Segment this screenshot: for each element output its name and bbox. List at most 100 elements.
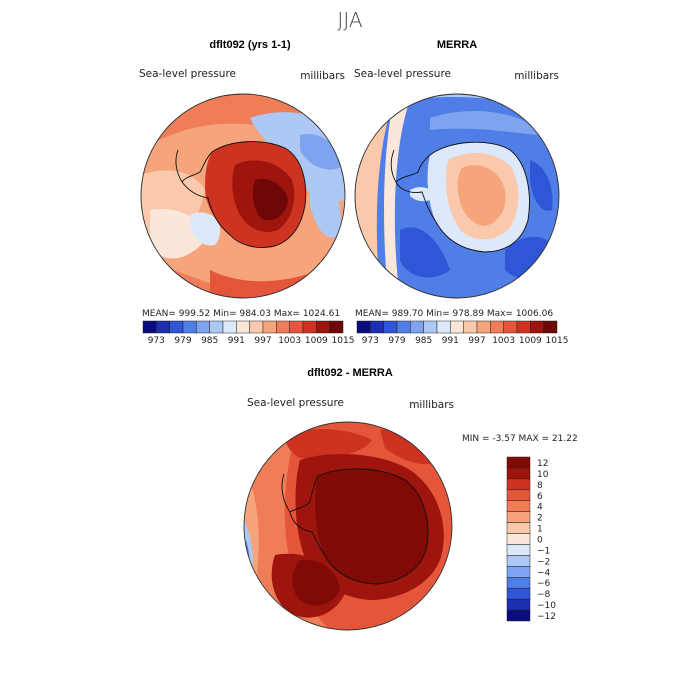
colorbar-swatch (503, 320, 518, 334)
colorbar-swatch (506, 609, 531, 622)
panel-model: dflt092 (yrs 1-1) Sea-level pressure mil… (139, 39, 354, 346)
panel-obs-colorbar: 973 979 985 991 997 1003 1009 1015 (356, 320, 569, 346)
season-title: JJA (337, 8, 362, 32)
panel-diff-units: millibars (409, 399, 454, 411)
colorbar-tick-label: −4 (537, 568, 551, 578)
colorbar-tick-label: 985 (415, 336, 432, 346)
field-antarctic-high (457, 165, 506, 226)
colorbar-tick-label: −1 (537, 546, 550, 556)
field-east-blue-deep (300, 134, 345, 170)
colorbar-swatch (506, 555, 531, 567)
colorbar-swatch (209, 320, 224, 334)
colorbar-swatch (506, 522, 531, 534)
colorbar-swatch (196, 320, 210, 334)
field-north-band (430, 111, 545, 135)
colorbar-swatch (543, 320, 558, 334)
colorbar-swatch (530, 320, 544, 334)
colorbar-tick-label: −2 (537, 557, 550, 567)
colorbar-tick-label: 973 (148, 336, 165, 346)
panel-obs-units: millibars (514, 70, 559, 82)
colorbar-swatch (450, 320, 464, 334)
colorbar-swatch (506, 598, 531, 611)
colorbar-tick-label: 985 (201, 336, 218, 346)
field-south-west-low (400, 227, 450, 278)
colorbar-swatch (506, 467, 531, 480)
colorbar-tick-label: −6 (537, 579, 551, 589)
panel-model-units: millibars (300, 70, 345, 82)
colorbar-swatch (506, 577, 531, 589)
field-east-low (530, 160, 553, 211)
panel-diff-stats: MIN = -3.57 MAX = 21.22 (462, 434, 578, 444)
peninsula-outline (390, 149, 397, 183)
antarctica-coastline (395, 141, 530, 253)
colorbar-swatch (463, 320, 478, 334)
colorbar-swatch (506, 566, 531, 578)
panel-obs-map (355, 94, 559, 298)
colorbar-swatch (506, 500, 531, 512)
field-east-blue-2 (310, 170, 341, 238)
colorbar-swatch (490, 320, 504, 334)
colorbar-tick-label: 10 (537, 470, 549, 480)
colorbar-swatch (236, 320, 250, 334)
field-west-orange (244, 422, 330, 630)
colorbar-swatch (262, 320, 277, 334)
colorbar-tick-label: 1015 (546, 336, 569, 346)
colorbar-swatch (506, 489, 531, 501)
colorbar-tick-label: 4 (537, 503, 543, 513)
panel-diff-map (244, 422, 452, 630)
colorbar-tick-label: 12 (537, 459, 548, 469)
field-west-pale (384, 94, 410, 298)
field-north-red (285, 428, 372, 459)
colorbar-swatch (356, 320, 371, 334)
colorbar-tick-label: 2 (537, 514, 543, 524)
panel-obs: MERRA Sea-level pressure millibars MEAN=… (354, 39, 568, 346)
colorbar-swatch (222, 320, 237, 334)
antarctica-coastline (289, 468, 429, 585)
panel-diff-title: dflt092 - MERRA (307, 367, 393, 379)
colorbar-tick-label: 0 (537, 536, 543, 546)
colorbar-tick-label: 6 (537, 492, 543, 502)
field-antarctic-core (252, 178, 288, 221)
colorbar-tick-label: 979 (388, 336, 405, 346)
panel-obs-variable: Sea-level pressure (354, 68, 451, 80)
panel-obs-border (354, 93, 560, 299)
colorbar-tick-label: 991 (228, 336, 245, 346)
colorbar-swatch (142, 320, 157, 334)
colorbar-tick-label: 8 (537, 481, 543, 491)
colorbar-swatch (329, 320, 344, 334)
colorbar-tick-label: 1015 (332, 336, 355, 346)
antarctica-coastline (181, 141, 307, 248)
colorbar-swatch (276, 320, 290, 334)
panel-diff-variable: Sea-level pressure (247, 397, 344, 409)
colorbar-swatch (302, 320, 317, 334)
colorbar-swatch (436, 320, 451, 334)
colorbar-tick-label: 991 (442, 336, 459, 346)
colorbar-tick-label: 1003 (492, 336, 515, 346)
panel-diff: dflt092 - MERRA Sea-level pressure milli… (243, 367, 578, 631)
panel-diff-border (243, 421, 453, 631)
colorbar-swatch (383, 320, 398, 334)
colorbar-swatch (169, 320, 184, 334)
colorbar-tick-label: 1003 (278, 336, 301, 346)
field-antarctic-core (315, 468, 429, 584)
colorbar-swatch (370, 320, 384, 334)
peninsula-outline (175, 149, 183, 183)
peninsula-outline (281, 473, 291, 513)
colorbar-tick-label: 1009 (519, 336, 542, 346)
panel-model-variable: Sea-level pressure (139, 68, 236, 80)
panel-obs-title: MERRA (437, 39, 477, 51)
colorbar-swatch (249, 320, 264, 334)
field-south-core (292, 559, 340, 606)
panel-model-stats: MEAN= 999.52 Min= 984.03 Max= 1024.61 (142, 309, 340, 319)
colorbar-swatch (396, 320, 411, 334)
colorbar-swatch (506, 544, 531, 556)
colorbar-swatch (506, 478, 531, 491)
panel-obs-stats: MEAN= 989.70 Min= 978.89 Max= 1006.06 (355, 309, 553, 319)
panel-model-border (140, 93, 346, 299)
colorbar-swatch (410, 320, 424, 334)
colorbar-swatch (476, 320, 491, 334)
colorbar-tick-label: −10 (537, 601, 556, 611)
colorbar-tick-label: 997 (254, 336, 271, 346)
